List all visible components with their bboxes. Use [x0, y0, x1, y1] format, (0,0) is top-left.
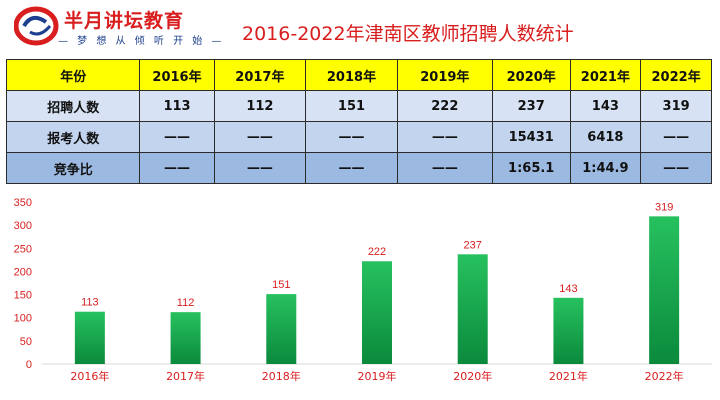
table-cell: —— [396, 152, 493, 184]
x-axis: 2016年 2017年 2018年 2019年 2020年 2021年 2022年 [70, 369, 683, 383]
table-cell: —— [640, 121, 712, 153]
x-tick-label: 2022年 [645, 369, 684, 383]
y-tick-label: 250 [14, 243, 32, 255]
table-header-cell: 2016年 [139, 59, 215, 91]
bar [457, 254, 488, 364]
bar-value-label: 112 [177, 297, 195, 309]
bar [170, 312, 201, 364]
table-cell: —— [139, 121, 215, 153]
table-cell: 237 [491, 90, 571, 122]
table-cell: 151 [305, 90, 398, 122]
logo-brand-name: 半月讲坛教育 [64, 10, 185, 32]
table-header-cell: 2019年 [396, 59, 493, 91]
table-cell: 113 [139, 90, 215, 122]
table-cell: 1:44.9 [569, 152, 642, 184]
bar-value-label: 319 [655, 201, 673, 213]
page-title: 2016-2022年津南区教师招聘人数统计 [242, 23, 574, 45]
table-cell: 6418 [569, 121, 642, 153]
bar-value-label: 222 [368, 246, 386, 258]
table-cell: —— [139, 152, 215, 184]
table-header-cell: 2018年 [305, 59, 398, 91]
bar [553, 297, 584, 364]
logo-mark-icon [14, 6, 59, 46]
stats-table: 年份 2016年 2017年 2018年 2019年 2020年 2021年 2… [5, 59, 712, 184]
logo-slogan: — 梦 想 从 倾 听 开 始 — [58, 36, 225, 47]
bars: 113 112 151 222 237 143 319 [74, 201, 680, 364]
table-row: 报考人数 —— —— —— —— 15431 6418 —— [5, 121, 712, 153]
x-tick-label: 2020年 [453, 369, 492, 383]
table-header-cell: 2020年 [491, 59, 571, 91]
table-header-cell: 2022年 [640, 59, 712, 91]
bar-chart: 0 50 100 150 200 250 300 350 113 112 151 222 237 143… [14, 197, 712, 383]
table-header-row: 年份 2016年 2017年 2018年 2019年 2020年 2021年 2… [5, 59, 712, 91]
bar-value-label: 151 [272, 279, 290, 291]
logo: 半月讲坛教育 — 梦 想 从 倾 听 开 始 — [14, 4, 224, 48]
table-header-cell: 年份 [5, 59, 141, 91]
table-cell: 222 [396, 90, 493, 122]
table-row: 招聘人数 113 112 151 222 237 143 319 [5, 90, 712, 122]
x-tick-label: 2019年 [358, 369, 397, 383]
table-header-cell: 2017年 [213, 59, 307, 91]
x-tick-label: 2021年 [549, 369, 588, 383]
y-tick-label: 350 [14, 197, 32, 209]
x-tick-label: 2017年 [166, 369, 205, 383]
bar-value-label: 237 [464, 239, 482, 251]
y-axis: 0 50 100 150 200 250 300 350 [14, 197, 32, 371]
table-cell: —— [213, 121, 307, 153]
table-cell: —— [305, 121, 398, 153]
table-cell: 112 [213, 90, 307, 122]
bar [649, 216, 680, 364]
bar-value-label: 143 [559, 283, 577, 295]
table-header-cell: 2021年 [569, 59, 642, 91]
table-cell: 15431 [491, 121, 571, 153]
bar [362, 261, 392, 364]
y-tick-label: 200 [14, 266, 32, 278]
table-cell: 报考人数 [5, 121, 141, 153]
x-tick-label: 2016年 [70, 369, 109, 383]
table-cell: 招聘人数 [5, 90, 141, 122]
y-tick-label: 150 [14, 290, 32, 302]
table-cell: —— [396, 121, 493, 153]
x-tick-label: 2018年 [262, 369, 301, 383]
table-cell: 319 [640, 90, 712, 122]
y-tick-label: 50 [20, 336, 32, 348]
table-cell: 竞争比 [5, 152, 141, 184]
y-tick-label: 0 [26, 359, 32, 371]
table-row: 竞争比 —— —— —— —— 1:65.1 1:44.9 —— [5, 152, 712, 184]
bar [74, 311, 105, 364]
table-cell: —— [640, 152, 712, 184]
table-cell: 1:65.1 [491, 152, 571, 184]
table-cell: —— [305, 152, 398, 184]
table-cell: 143 [569, 90, 642, 122]
table-cell: —— [213, 152, 307, 184]
bar-value-label: 113 [81, 297, 99, 309]
bar [266, 294, 297, 364]
y-tick-label: 300 [14, 220, 32, 232]
y-tick-label: 100 [14, 313, 32, 325]
